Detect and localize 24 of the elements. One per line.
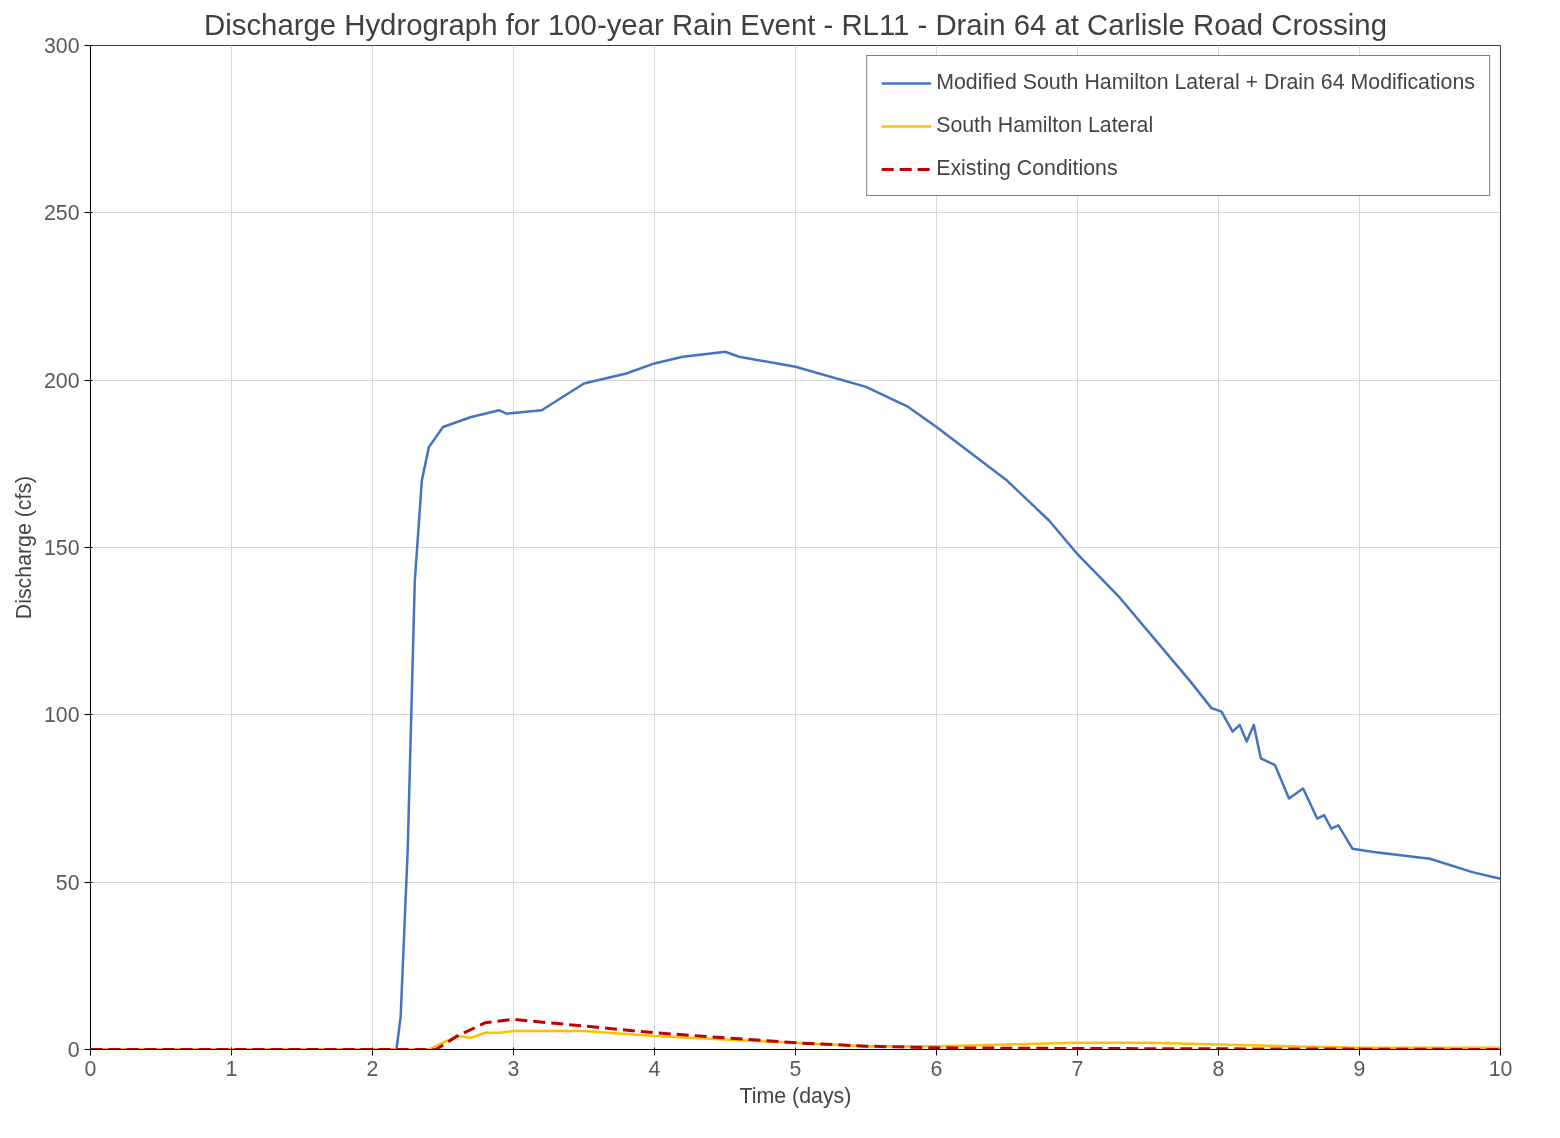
y-tick-label: 0 <box>67 1038 80 1062</box>
x-tick-label: 10 <box>1488 1056 1513 1081</box>
x-tick-label: 1 <box>225 1056 238 1081</box>
y-tick-label: 300 <box>43 34 80 58</box>
x-tick-label: 6 <box>930 1056 943 1081</box>
y-tick-label: 50 <box>55 870 80 895</box>
x-tick-label: 9 <box>1353 1056 1366 1081</box>
legend-label: Modified South Hamilton Lateral + Drain 64 Modifications <box>936 70 1475 95</box>
y-axis-title: Discharge (cfs) <box>11 475 36 620</box>
x-tick-label: 7 <box>1071 1056 1084 1081</box>
chart-title: Discharge Hydrograph for 100-year Rain Event - RL11 - Drain 64 at Carlisle Road Crossing <box>204 7 1387 41</box>
x-tick-label: 5 <box>789 1056 802 1081</box>
y-tick-label: 150 <box>43 536 80 560</box>
y-tick-label: 250 <box>43 201 80 226</box>
y-tick-label: 100 <box>43 703 80 728</box>
x-tick-label: 0 <box>84 1056 97 1081</box>
y-tick-label: 200 <box>43 368 80 393</box>
x-tick-label: 8 <box>1212 1056 1225 1081</box>
x-axis-title: Time (days) <box>739 1083 852 1108</box>
legend-label: South Hamilton Lateral <box>936 113 1154 138</box>
x-tick-label: 4 <box>648 1056 661 1081</box>
legend-label: Existing Conditions <box>936 156 1118 181</box>
x-tick-label: 3 <box>507 1056 520 1081</box>
x-tick-label: 2 <box>366 1056 379 1081</box>
